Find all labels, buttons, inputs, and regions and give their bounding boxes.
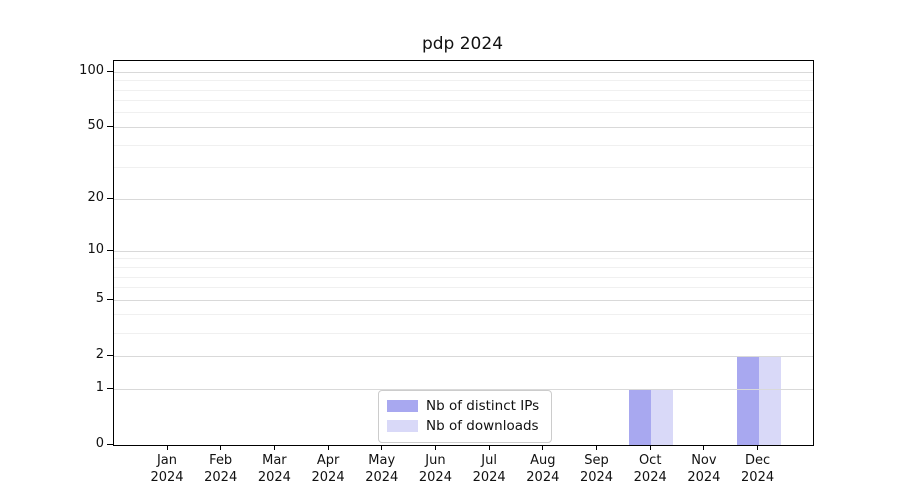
x-tick-mark xyxy=(327,445,329,450)
y-tick-label: 2 xyxy=(95,347,104,363)
major-gridline xyxy=(114,355,813,357)
y-tick-label: 10 xyxy=(87,242,104,258)
legend-swatch xyxy=(387,420,418,432)
y-tick-label: 100 xyxy=(79,63,104,79)
major-gridline xyxy=(114,299,813,301)
y-tick-label: 0 xyxy=(95,436,104,451)
x-tick-label: Dec 2024 xyxy=(741,453,775,485)
minor-gridline xyxy=(114,112,813,114)
y-tick-mark xyxy=(107,197,113,199)
x-tick-mark xyxy=(542,445,544,450)
x-tick-label: Oct 2024 xyxy=(633,453,667,485)
legend: Nb of distinct IPs Nb of downloads xyxy=(378,390,552,443)
legend-label: Nb of distinct IPs xyxy=(426,398,540,414)
x-tick-mark xyxy=(596,445,598,450)
bar-downloads xyxy=(758,356,781,445)
y-tick-mark xyxy=(107,354,113,356)
x-tick-mark xyxy=(220,445,222,450)
x-tick-mark xyxy=(757,445,759,450)
legend-swatch xyxy=(387,400,418,412)
x-tick-label: Nov 2024 xyxy=(687,453,721,485)
x-tick-label: May 2024 xyxy=(365,453,399,485)
major-gridline xyxy=(114,388,813,390)
minor-gridline xyxy=(114,258,813,260)
minor-gridline xyxy=(114,80,813,82)
y-tick-mark xyxy=(107,443,113,445)
bar-downloads xyxy=(651,389,674,445)
chart-title: pdp 2024 xyxy=(421,34,504,54)
legend-item: Nb of downloads xyxy=(387,416,543,436)
x-tick-mark xyxy=(649,445,651,450)
minor-gridline xyxy=(114,267,813,268)
x-tick-label: Mar 2024 xyxy=(257,453,291,485)
x-tick-label: Aug 2024 xyxy=(526,453,560,485)
minor-gridline xyxy=(114,144,813,146)
y-tick-mark xyxy=(107,70,113,72)
x-tick-label: Jun 2024 xyxy=(418,453,452,485)
minor-gridline xyxy=(114,287,813,289)
x-tick-mark xyxy=(381,445,383,450)
x-tick-mark xyxy=(273,445,275,450)
y-tick-label: 1 xyxy=(95,380,104,395)
minor-gridline xyxy=(114,167,813,169)
y-tick-label: 50 xyxy=(87,118,104,134)
y-tick-label: 20 xyxy=(87,190,104,206)
major-gridline xyxy=(114,71,813,73)
major-gridline xyxy=(114,126,813,128)
x-tick-mark xyxy=(166,445,168,450)
bar-distinct-ips xyxy=(736,356,759,445)
major-gridline xyxy=(114,250,813,252)
minor-gridline xyxy=(114,89,813,91)
x-tick-label: Jul 2024 xyxy=(472,453,506,485)
legend-label: Nb of downloads xyxy=(426,418,539,434)
plot-area xyxy=(113,60,814,446)
x-tick-label: Apr 2024 xyxy=(311,453,345,485)
x-tick-label: Feb 2024 xyxy=(204,453,238,485)
y-tick-mark xyxy=(107,387,113,389)
x-tick-mark xyxy=(703,445,705,450)
minor-gridline xyxy=(114,332,813,334)
minor-gridline xyxy=(114,276,813,278)
x-tick-label: Sep 2024 xyxy=(579,453,614,485)
y-tick-mark xyxy=(107,249,113,251)
x-tick-mark xyxy=(434,445,436,450)
bar-distinct-ips xyxy=(629,389,652,445)
y-tick-mark xyxy=(107,125,113,127)
major-gridline xyxy=(114,198,813,200)
y-tick-mark xyxy=(107,298,113,300)
x-tick-label: Jan 2024 xyxy=(150,453,184,485)
x-tick-mark xyxy=(488,445,490,450)
legend-item: Nb of distinct IPs xyxy=(387,396,543,416)
minor-gridline xyxy=(114,100,813,102)
y-tick-label: 5 xyxy=(95,291,104,307)
minor-gridline xyxy=(114,314,813,316)
